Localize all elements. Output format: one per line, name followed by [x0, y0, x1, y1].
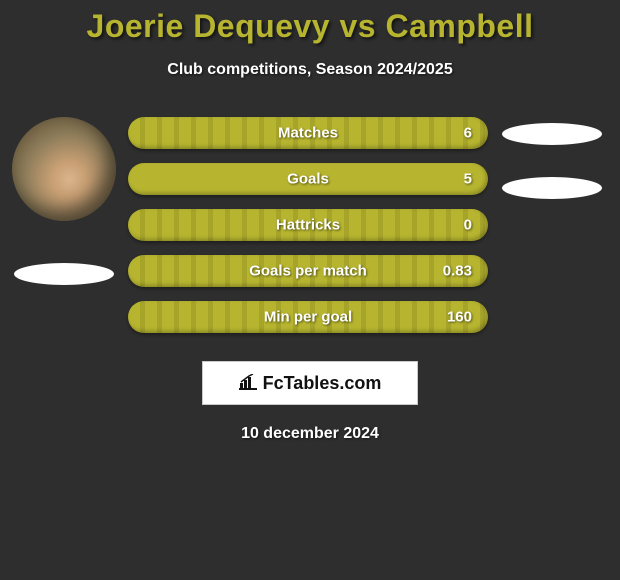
stat-value: 6 [464, 125, 472, 142]
stat-value: 5 [464, 171, 472, 188]
brand-box[interactable]: FcTables.com [202, 361, 418, 405]
content-row: Matches 6 Goals 5 Hattricks 0 Goals per match 0… [0, 117, 620, 347]
stat-bar: Matches 6 [128, 117, 488, 149]
subtitle: Club competitions, Season 2024/2025 [0, 61, 620, 79]
page-title: Joerie Dequevy vs Campbell [0, 0, 620, 45]
stat-bar: Min per goal 160 [128, 301, 488, 333]
stat-label: Goals per match [249, 263, 367, 280]
right-ellipse-1 [502, 123, 602, 145]
stat-label: Hattricks [276, 217, 340, 234]
stat-value: 160 [447, 309, 472, 326]
player-left-column [8, 117, 120, 285]
stat-bar: Goals 5 [128, 163, 488, 195]
stat-bar: Hattricks 0 [128, 209, 488, 241]
stat-value: 0.83 [443, 263, 472, 280]
date-line: 10 december 2024 [0, 425, 620, 443]
stat-label: Goals [287, 171, 329, 188]
stat-label: Min per goal [264, 309, 352, 326]
stats-column: Matches 6 Goals 5 Hattricks 0 Goals per match 0… [120, 117, 496, 347]
player-right-column [496, 117, 608, 199]
right-ellipse-2 [502, 177, 602, 199]
chart-icon [239, 374, 257, 395]
stat-label: Matches [278, 125, 338, 142]
brand-text: FcTables.com [263, 373, 382, 394]
stat-bar: Goals per match 0.83 [128, 255, 488, 287]
player-avatar [12, 117, 116, 221]
left-ellipse [14, 263, 114, 285]
stat-value: 0 [464, 217, 472, 234]
